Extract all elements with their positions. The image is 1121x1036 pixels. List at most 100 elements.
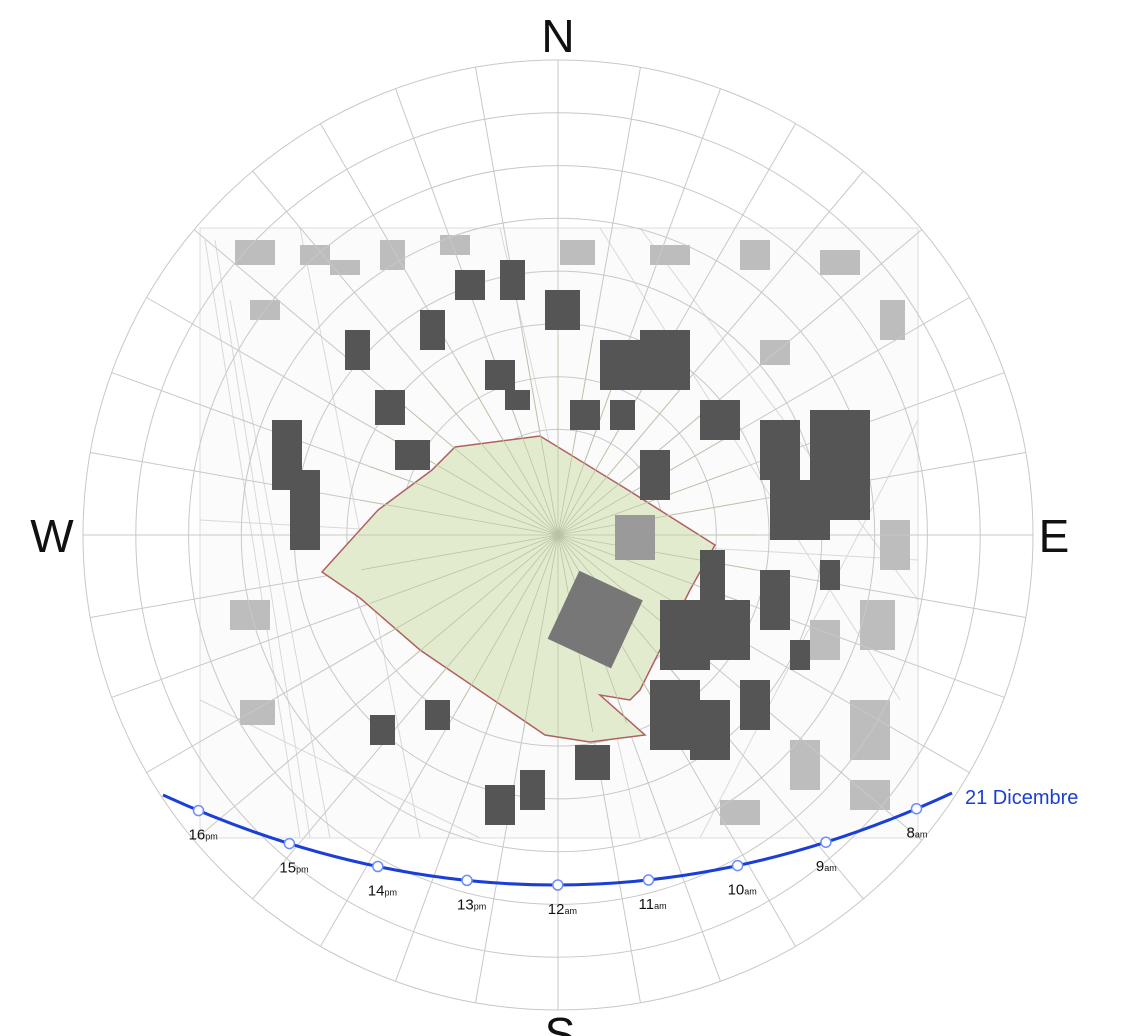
hour-marker — [910, 802, 923, 815]
street-line — [639, 227, 919, 601]
background-building — [810, 620, 840, 660]
street-line — [229, 299, 331, 839]
background-building — [235, 240, 275, 265]
street-line — [599, 227, 901, 701]
building — [820, 560, 840, 590]
site-ray — [557, 499, 756, 536]
hour-label: 10am — [728, 882, 757, 899]
street-line — [204, 239, 301, 839]
site-ray — [557, 381, 687, 536]
hour-marker — [731, 859, 744, 872]
building — [640, 450, 670, 500]
building — [505, 390, 530, 410]
building — [610, 400, 635, 430]
hour-label: 14pm — [368, 883, 397, 900]
site-ray — [457, 361, 559, 536]
site-ray — [404, 534, 559, 664]
site-ray — [522, 337, 559, 536]
site-ray — [360, 499, 559, 536]
building — [485, 785, 515, 825]
building — [575, 745, 610, 780]
hour-label: 16pm — [189, 827, 218, 844]
site-ray — [489, 534, 559, 724]
background-building — [740, 240, 770, 270]
building — [425, 700, 450, 730]
hour-marker — [192, 804, 205, 817]
site-ray — [557, 466, 747, 536]
background-building — [440, 235, 470, 255]
hour-label: 8am — [907, 825, 928, 842]
site-ray — [429, 381, 559, 536]
site-ray — [557, 337, 594, 536]
hour-marker — [372, 860, 384, 873]
background-building — [240, 700, 275, 725]
background-building — [880, 520, 910, 570]
background-building — [230, 600, 270, 630]
compass-south: S — [545, 1008, 576, 1036]
building — [700, 400, 740, 440]
site-polygon — [320, 435, 716, 743]
building — [370, 715, 395, 745]
site-ray — [457, 534, 559, 709]
building — [520, 770, 545, 810]
hour-marker — [283, 837, 296, 850]
hour-label: 13pm — [457, 896, 486, 913]
compass-west: W — [30, 510, 74, 562]
background-building — [880, 300, 905, 340]
building — [740, 680, 770, 730]
building — [455, 270, 485, 300]
building — [570, 400, 600, 430]
hour-marks: 16pm 15pm 14pm 13pm 12am 11am 10am 9am 8am — [189, 802, 928, 918]
building — [290, 470, 320, 550]
site-ray — [369, 534, 559, 604]
site-ray — [369, 466, 559, 536]
compass-east: E — [1039, 510, 1070, 562]
hour-label: 9am — [816, 858, 837, 875]
background-building — [650, 245, 690, 265]
building — [395, 440, 430, 470]
site-ray — [522, 534, 559, 733]
grey-building — [615, 515, 655, 560]
building — [500, 260, 525, 300]
building — [760, 570, 790, 630]
background-building — [860, 600, 895, 650]
building — [790, 640, 810, 670]
buildings — [272, 260, 870, 825]
building — [770, 480, 830, 540]
building — [830, 470, 870, 520]
building — [710, 600, 750, 660]
background-building — [820, 250, 860, 275]
background-building — [720, 800, 760, 825]
building — [485, 360, 515, 390]
background-building — [560, 240, 595, 265]
site-ray — [404, 406, 559, 536]
hour-label: 11am — [639, 896, 667, 913]
building — [345, 330, 370, 370]
sun-path-label: 21 Dicembre — [965, 787, 1078, 809]
building — [420, 310, 445, 350]
building — [690, 700, 730, 760]
building — [640, 330, 690, 390]
site-ray — [360, 534, 559, 571]
building — [760, 420, 800, 480]
compass-north: N — [541, 10, 574, 62]
building — [375, 390, 405, 425]
site-ray — [557, 361, 659, 536]
hour-marker — [461, 874, 473, 887]
background-building — [330, 260, 360, 275]
building — [545, 290, 580, 330]
building — [660, 600, 710, 670]
hour-label: 15pm — [279, 860, 308, 877]
central-building — [547, 570, 643, 669]
street-line — [699, 419, 919, 839]
street-line — [214, 239, 311, 839]
site-ray — [384, 534, 559, 636]
site-ray — [429, 534, 559, 689]
hour-label: 12am — [548, 901, 577, 918]
background-building — [790, 740, 820, 790]
hour-marker — [642, 874, 655, 886]
hour-marker — [552, 879, 564, 891]
site-area — [320, 335, 758, 743]
site-ray — [557, 406, 712, 536]
